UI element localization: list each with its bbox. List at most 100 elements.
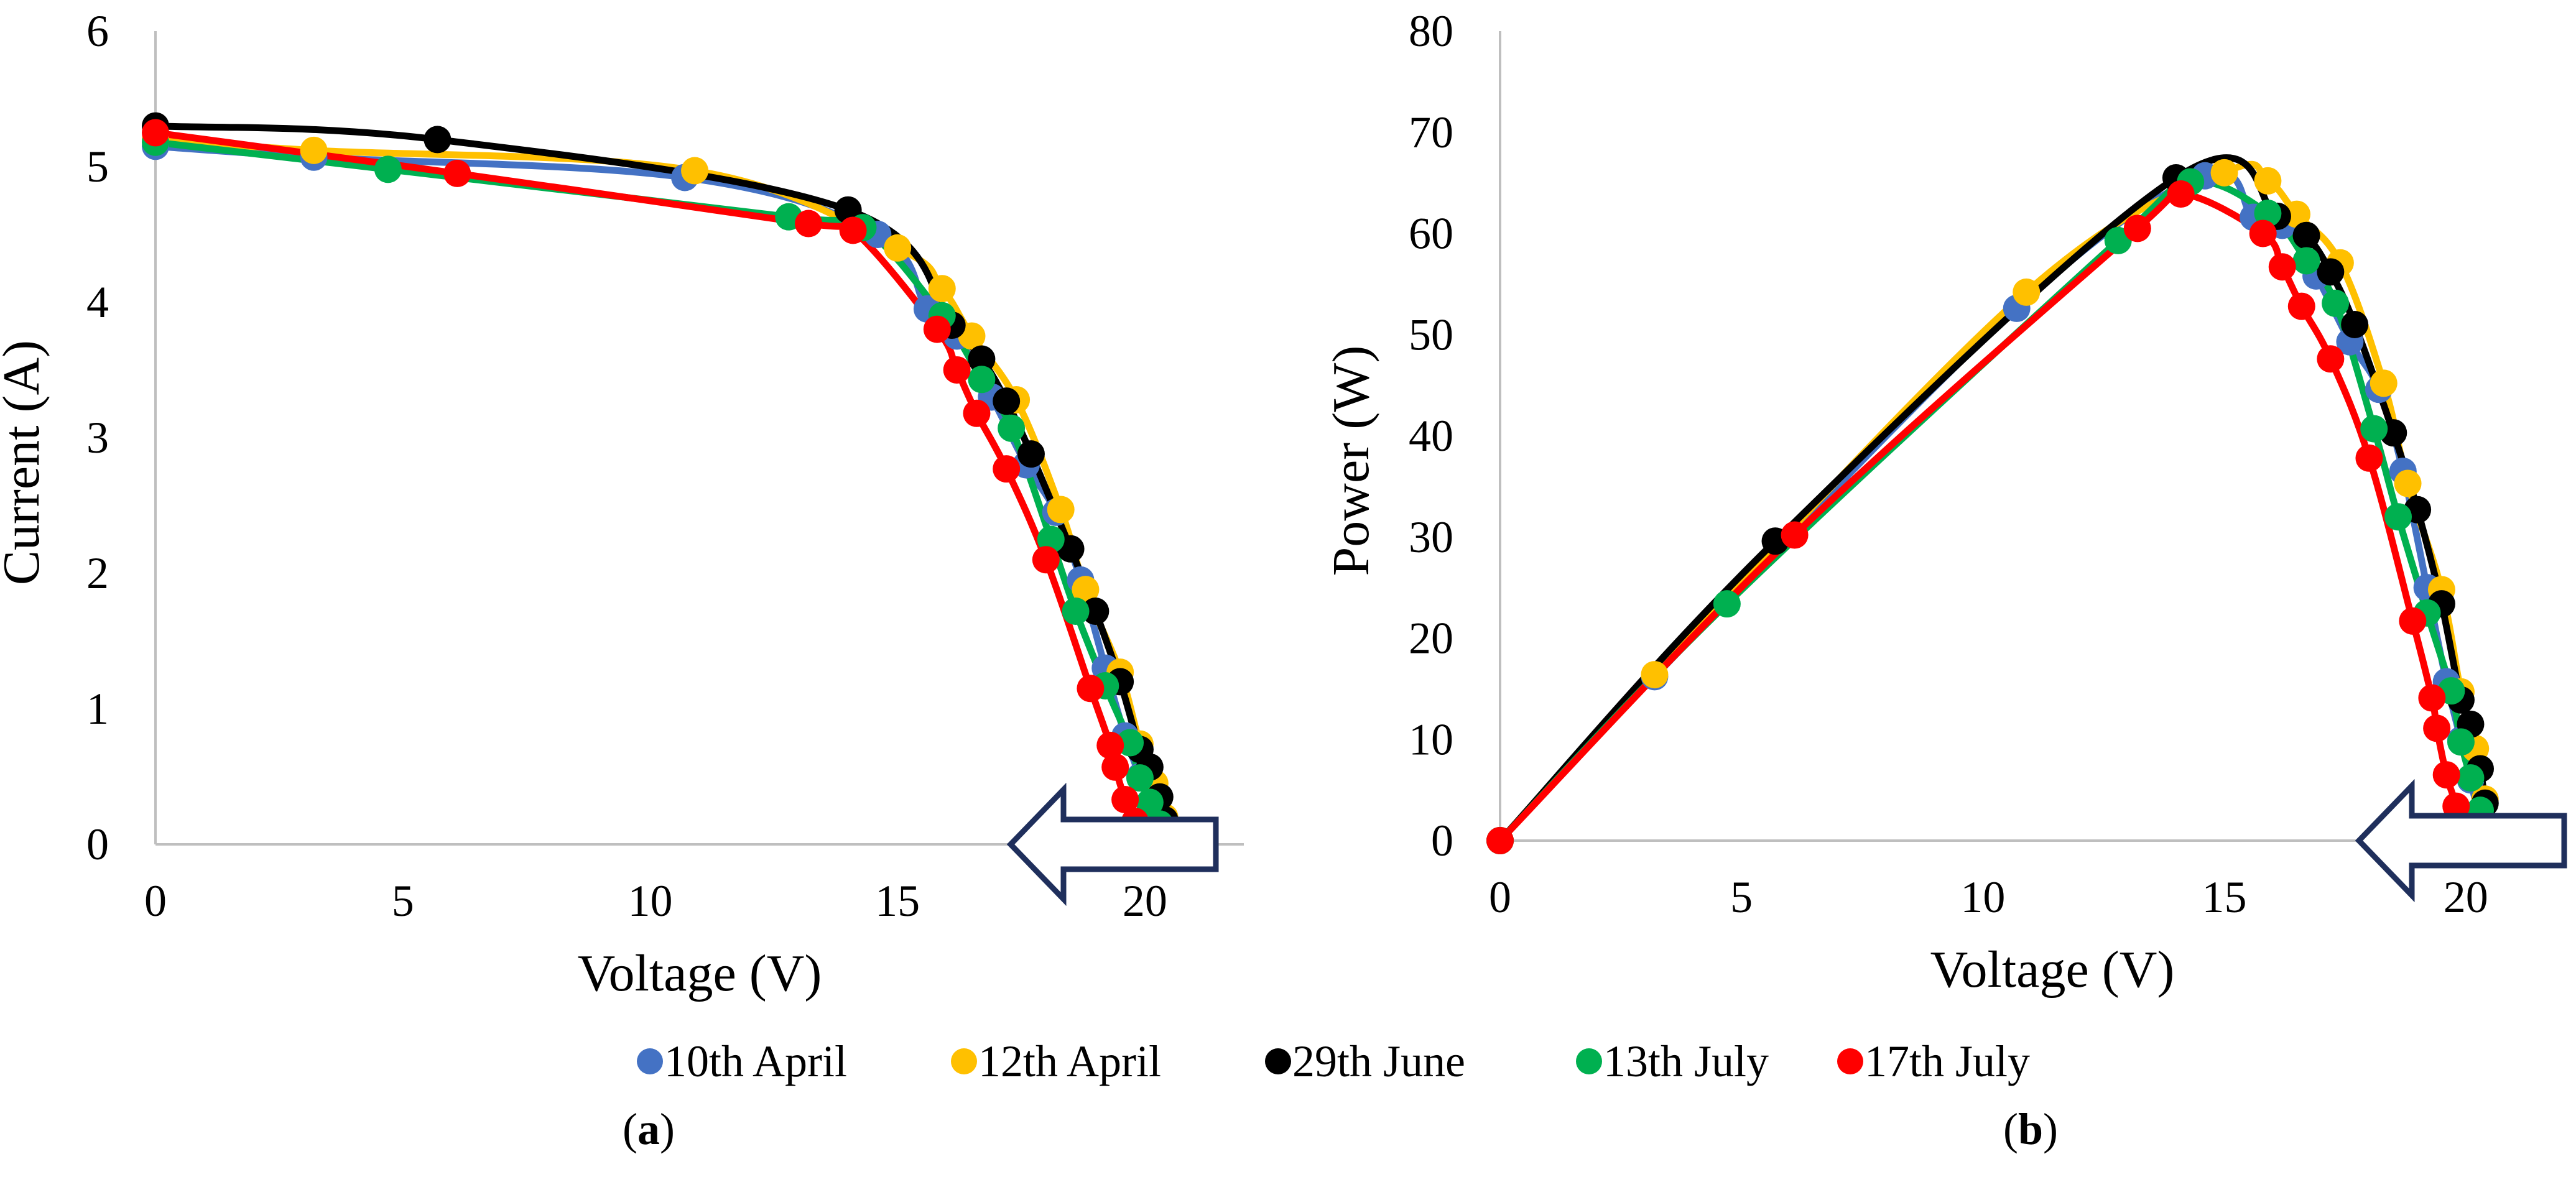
left-arrow-icon [1006, 782, 1219, 907]
data-point [2432, 761, 2460, 789]
legend-marker [1837, 1048, 1863, 1074]
x-tick-label: 10 [628, 876, 672, 926]
y-tick-label: 2 [86, 548, 109, 598]
y-tick-label: 0 [1431, 816, 1453, 865]
data-point [2287, 292, 2315, 320]
legend-label: 29th June [1292, 1036, 1465, 1086]
y-tick-label: 5 [86, 142, 109, 192]
data-point [2254, 167, 2282, 195]
data-point [968, 345, 996, 373]
y-tick-label: 40 [1409, 411, 1453, 461]
data-point [2447, 728, 2475, 756]
data-point [928, 275, 956, 303]
y-tick-label: 6 [86, 6, 109, 56]
legend-item: 12th April [951, 1036, 1161, 1086]
y-tick-label: 30 [1409, 512, 1453, 562]
data-point [2292, 221, 2320, 249]
data-point [2322, 289, 2350, 317]
series-line [152, 136, 1179, 848]
data-point [795, 210, 822, 238]
data-point [1072, 576, 1100, 604]
y-tick-label: 3 [86, 413, 109, 463]
data-point [2418, 684, 2446, 712]
data-point [1032, 546, 1060, 574]
legend-label: 12th April [978, 1036, 1161, 1086]
data-point [1077, 675, 1105, 703]
data-point [923, 315, 951, 343]
data-point [2292, 247, 2320, 275]
data-point [2399, 607, 2427, 635]
data-point [1713, 590, 1741, 618]
data-point [681, 157, 709, 185]
legend-marker [1576, 1048, 1602, 1074]
data-point [1111, 786, 1139, 814]
x-tick-label: 0 [144, 876, 167, 926]
panel-label: (b) [2003, 1104, 2058, 1154]
data-point [2268, 253, 2296, 281]
y-axis-title: Current (A) [0, 340, 50, 585]
data-point [2123, 215, 2151, 242]
data-point [2423, 714, 2451, 742]
y-tick-label: 70 [1409, 108, 1453, 157]
data-point [2355, 444, 2383, 472]
series-line [152, 139, 1169, 848]
data-point [1126, 764, 1154, 792]
data-point [2317, 258, 2345, 286]
y-tick-label: 0 [86, 819, 109, 869]
data-point [1101, 753, 1129, 781]
data-point [1096, 731, 1124, 759]
data-point [2457, 764, 2485, 792]
x-tick-label: 5 [1730, 872, 1753, 922]
data-point [1641, 661, 1669, 689]
data-point [884, 234, 912, 262]
series-line [1496, 184, 2465, 844]
data-point [2341, 310, 2369, 338]
data-point [2394, 469, 2422, 497]
legend-label: 10th April [664, 1036, 847, 1086]
data-point [993, 387, 1021, 415]
data-point [943, 356, 971, 384]
x-tick-label: 10 [1960, 872, 2005, 922]
data-point [424, 126, 452, 154]
data-point [300, 136, 328, 164]
legend: 10th April 12th April 29th June 13th July 17… [637, 1036, 2030, 1086]
y-tick-label: 4 [86, 277, 109, 327]
data-point [839, 216, 867, 244]
data-point [2249, 219, 2277, 247]
y-axis-title: Power (W) [1322, 346, 1380, 576]
data-point [443, 159, 471, 187]
legend-marker [1265, 1048, 1291, 1074]
legend-marker [951, 1048, 977, 1074]
data-point [374, 155, 402, 183]
y-tick-label: 20 [1409, 614, 1453, 663]
y-tick-label: 1 [86, 684, 109, 734]
legend-item: 10th April [637, 1036, 847, 1086]
y-tick-label: 10 [1409, 714, 1453, 764]
panel-label: (a) [623, 1104, 675, 1154]
x-axis-title: Voltage (V) [578, 944, 822, 1002]
x-tick-label: 15 [875, 876, 920, 926]
data-point [1062, 598, 1090, 625]
data-point [2013, 278, 2041, 306]
data-point [998, 414, 1026, 442]
data-point [963, 399, 991, 427]
x-tick-label: 20 [2444, 872, 2488, 922]
legend-marker [637, 1048, 663, 1074]
data-point [2317, 345, 2345, 373]
data-point [142, 119, 169, 147]
chart-panel-b: 0 10 20 30 40 50 60 70 80 0 5 10 15 20 Voltage (V) Powe… [1322, 6, 2567, 1154]
data-point [2210, 159, 2238, 187]
y-tick-label: 80 [1409, 6, 1453, 56]
series-line [152, 129, 1144, 848]
data-point [1136, 788, 1164, 816]
chart-panel-a: 0 1 2 3 4 5 6 0 5 10 15 20 Voltage (V) Current (A) (a) [0, 6, 1244, 1154]
data-point [993, 455, 1021, 483]
data-point [1781, 521, 1809, 549]
legend-item: 29th June [1265, 1036, 1465, 1086]
x-tick-label: 0 [1489, 872, 1511, 922]
data-point [2360, 415, 2388, 443]
x-tick-label: 5 [392, 876, 414, 926]
data-point [1082, 598, 1110, 625]
data-point [1017, 440, 1045, 468]
